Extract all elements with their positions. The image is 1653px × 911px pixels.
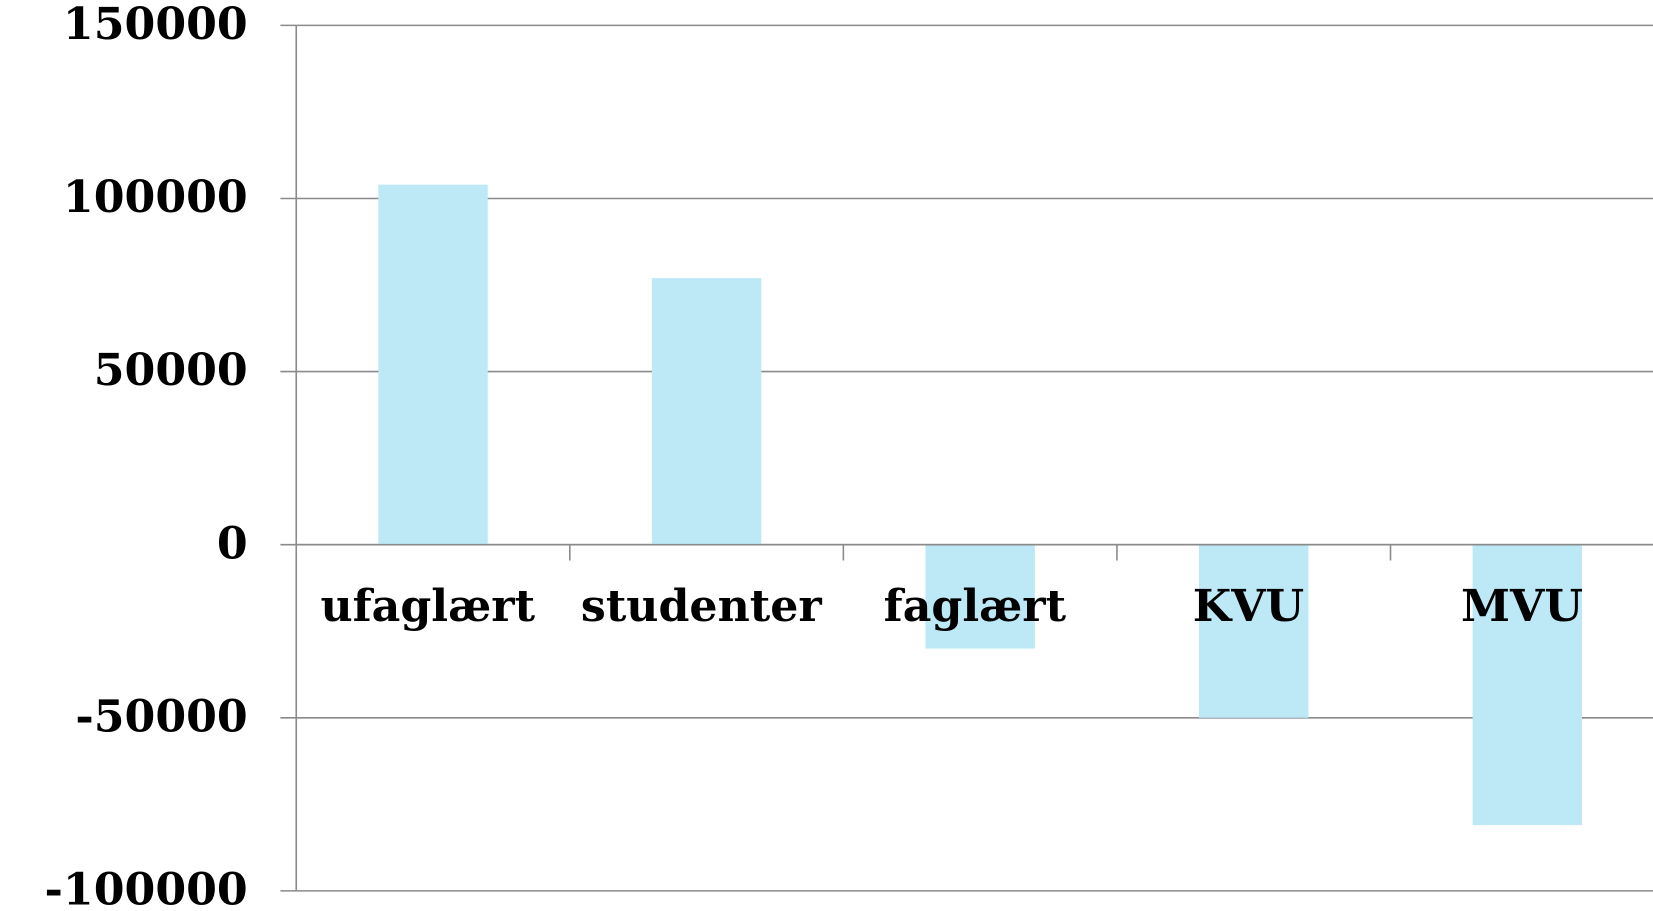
bar bbox=[1472, 544, 1582, 826]
x-tick-label: KVU bbox=[1193, 580, 1304, 632]
y-tick-label: -50000 bbox=[75, 690, 247, 742]
x-tick-label: studenter bbox=[581, 580, 822, 632]
y-tick-label: 150000 bbox=[63, 0, 248, 50]
y-tick-label: 100000 bbox=[63, 171, 248, 223]
bar bbox=[378, 184, 488, 545]
bar bbox=[925, 544, 1035, 649]
x-tick-label: ufaglært bbox=[320, 580, 535, 632]
bar bbox=[651, 278, 762, 545]
y-tick-label: 0 bbox=[217, 517, 248, 569]
y-tick-label: 50000 bbox=[94, 344, 248, 396]
y-tick-label: -100000 bbox=[45, 863, 248, 911]
x-tick-label: MVU bbox=[1461, 580, 1583, 632]
x-tick-label: faglært bbox=[884, 580, 1067, 632]
bar bbox=[1199, 544, 1309, 718]
